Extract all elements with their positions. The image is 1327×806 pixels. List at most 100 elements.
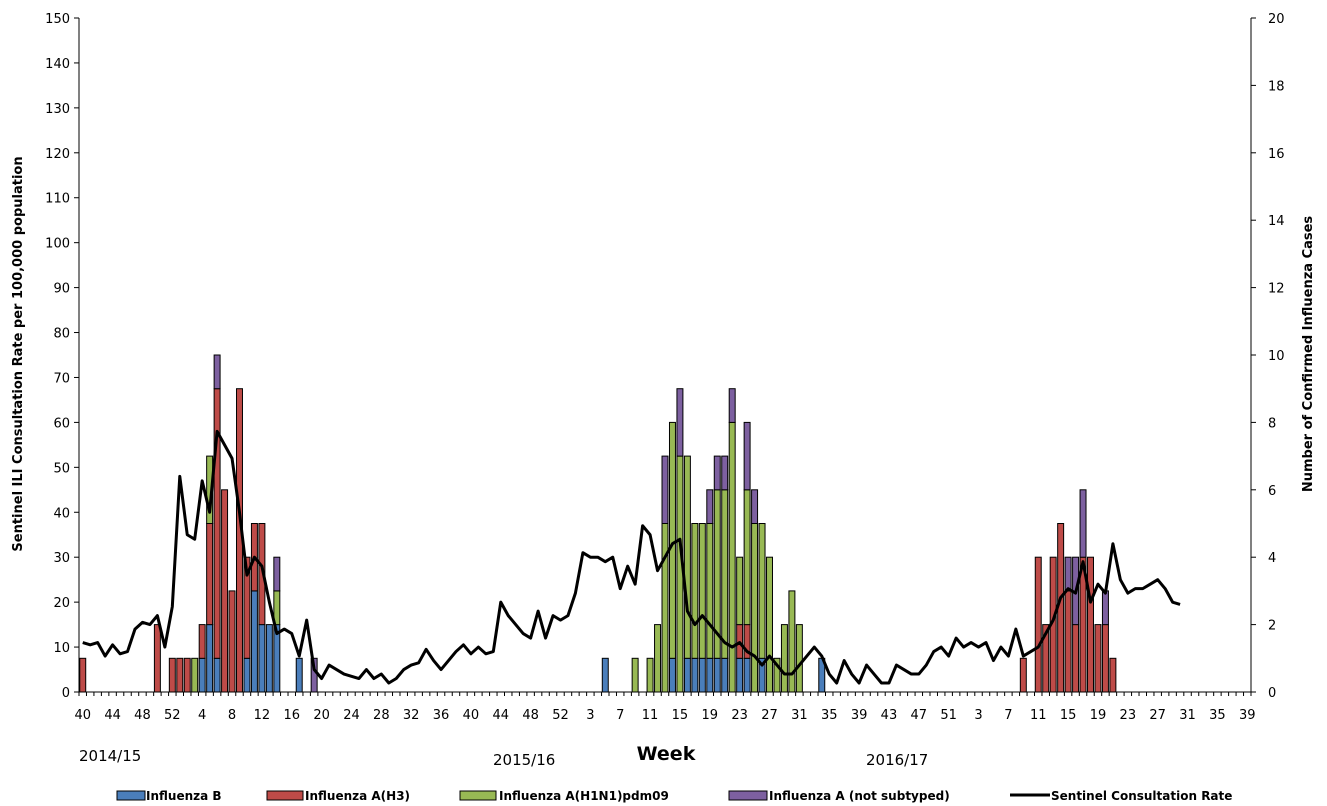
bar-influenza-a-not-subtyped	[1101, 590, 1109, 626]
bar-influenza-a-h1n1-pdm09	[780, 624, 788, 693]
y-tick-label: 90	[53, 282, 70, 297]
bar-influenza-b	[698, 657, 706, 693]
bar-influenza-a-h3	[1019, 657, 1027, 693]
y-ticks-layer: 0 10 20 30 40 50 60 70 80 90 100 110 120 130 140 150	[45, 12, 79, 701]
legend-swatch-influenza-b	[116, 790, 146, 801]
y-tick-label: 140	[45, 57, 70, 72]
y-tick-label: 120	[45, 147, 70, 162]
bar-influenza-a-h1n1-pdm09	[661, 523, 669, 693]
x-tick-label: 19	[702, 708, 719, 723]
x-tick-label: 15	[672, 708, 689, 723]
x-ticks-layer: 40 44 48 52 4 8 12 16 20 24 28 32 36 40 44 48 52 3 7 11 15 19…	[74, 692, 1256, 723]
x-tick-label: 31	[791, 708, 808, 723]
bar-influenza-a-h3	[221, 489, 229, 693]
x-tick-label: 52	[552, 708, 569, 723]
legend-item-influenza-a-h1n1: Influenza A(H1N1)pdm09	[459, 789, 669, 803]
bar-influenza-a-h1n1-pdm09	[668, 421, 676, 659]
x-tick-label: 39	[1239, 708, 1256, 723]
bar-influenza-a-h1n1-pdm09	[751, 523, 759, 693]
bar-influenza-a-h1n1-pdm09	[191, 657, 199, 693]
bar-influenza-a-h3	[176, 657, 184, 693]
y-tick-label: 40	[53, 506, 70, 521]
x-axis-title: Week	[637, 743, 696, 765]
bar-influenza-a-h1n1-pdm09	[683, 455, 691, 659]
y-tick-label: 150	[45, 12, 70, 27]
bar-influenza-b	[258, 624, 266, 693]
x-tick-label: 44	[104, 708, 121, 723]
y2-tick-label: 14	[1268, 214, 1285, 229]
bar-influenza-b	[206, 624, 214, 693]
x-tick-label: 8	[228, 708, 236, 723]
x-tick-label: 3	[586, 708, 594, 723]
bar-influenza-a-not-subtyped	[721, 455, 729, 491]
x-tick-label: 4	[198, 708, 206, 723]
bar-influenza-a-h1n1-pdm09	[736, 556, 744, 626]
legend-swatch-influenza-a-h3	[266, 790, 304, 801]
legend-label-sentinel-rate: Sentinel Consultation Rate	[1051, 789, 1232, 803]
bar-influenza-b	[706, 657, 714, 693]
bar-influenza-a-not-subtyped	[676, 388, 684, 457]
y2-tick-label: 4	[1268, 551, 1276, 566]
bar-influenza-b	[713, 657, 721, 693]
y2-tick-label: 18	[1268, 79, 1285, 94]
bar-influenza-a-h3	[1094, 624, 1102, 693]
bar-influenza-a-not-subtyped	[661, 455, 669, 525]
x-tick-label: 19	[1090, 708, 1107, 723]
x-tick-label: 15	[1060, 708, 1077, 723]
bar-influenza-a-h1n1-pdm09	[728, 421, 736, 693]
y-tick-label: 110	[45, 192, 70, 207]
bar-influenza-a-h1n1-pdm09	[646, 657, 654, 693]
bar-influenza-a-h3	[1101, 624, 1109, 693]
y-tick-label: 100	[45, 237, 70, 252]
x-tick-label: 27	[761, 708, 778, 723]
bar-influenza-b	[198, 657, 206, 693]
legend-item-influenza-b: Influenza B	[116, 789, 222, 803]
bar-influenza-b	[601, 657, 609, 693]
bar-influenza-a-h1n1-pdm09	[706, 523, 714, 659]
line-layer	[82, 429, 1181, 685]
bar-influenza-b	[721, 657, 729, 693]
bar-influenza-b	[736, 657, 744, 693]
season-label-2014-15: 2014/15	[79, 747, 141, 765]
y-tick-label: 30	[53, 551, 70, 566]
x-tick-label: 47	[911, 708, 928, 723]
bar-influenza-b	[250, 590, 258, 693]
bar-influenza-a-h1n1-pdm09	[758, 523, 766, 659]
bar-influenza-a-h3	[1034, 556, 1042, 693]
y2-tick-label: 6	[1268, 484, 1276, 499]
legend-label-influenza-b: Influenza B	[146, 789, 222, 803]
x-tick-label: 52	[164, 708, 181, 723]
x-tick-label: 24	[343, 708, 360, 723]
y-tick-label: 80	[53, 327, 70, 342]
x-tick-label: 7	[616, 708, 624, 723]
y-tick-label: 60	[53, 416, 70, 431]
legend-label-influenza-a-h3: Influenza A(H3)	[305, 789, 410, 803]
bar-influenza-a-h1n1-pdm09	[691, 523, 699, 659]
bar-influenza-b	[691, 657, 699, 693]
x-tick-label: 11	[642, 708, 659, 723]
y2-ticks-layer: 0 2 4 6 8 10 12 14 16 18 20	[1251, 12, 1285, 701]
x-tick-label: 44	[492, 708, 509, 723]
bar-influenza-a-not-subtyped	[706, 489, 714, 524]
bar-influenza-b	[295, 657, 303, 693]
bar-influenza-b	[213, 657, 221, 693]
bar-influenza-a-not-subtyped	[273, 556, 281, 592]
season-label-2015-16: 2015/16	[493, 751, 555, 769]
x-tick-label: 12	[254, 708, 271, 723]
y-tick-label: 70	[53, 371, 70, 386]
bar-influenza-a-h1n1-pdm09	[676, 455, 684, 693]
bar-influenza-a-not-subtyped	[713, 455, 721, 491]
series-line-sentinel-consultation-rate	[82, 429, 1181, 685]
bar-influenza-a-h1n1-pdm09	[631, 657, 639, 693]
bar-influenza-a-h3	[153, 624, 161, 693]
bar-influenza-a-h1n1-pdm09	[698, 523, 706, 659]
bar-influenza-a-h3	[1109, 657, 1117, 693]
season-label-2016-17: 2016/17	[866, 751, 928, 769]
bar-influenza-a-not-subtyped	[1079, 489, 1087, 558]
x-tick-label: 20	[313, 708, 330, 723]
y2-tick-label: 10	[1268, 349, 1285, 364]
legend-swatch-influenza-a-not-subtyped	[728, 790, 768, 801]
bar-influenza-a-h1n1-pdm09	[654, 624, 662, 693]
y-tick-label: 0	[62, 686, 70, 701]
bar-influenza-a-h3	[79, 657, 87, 693]
